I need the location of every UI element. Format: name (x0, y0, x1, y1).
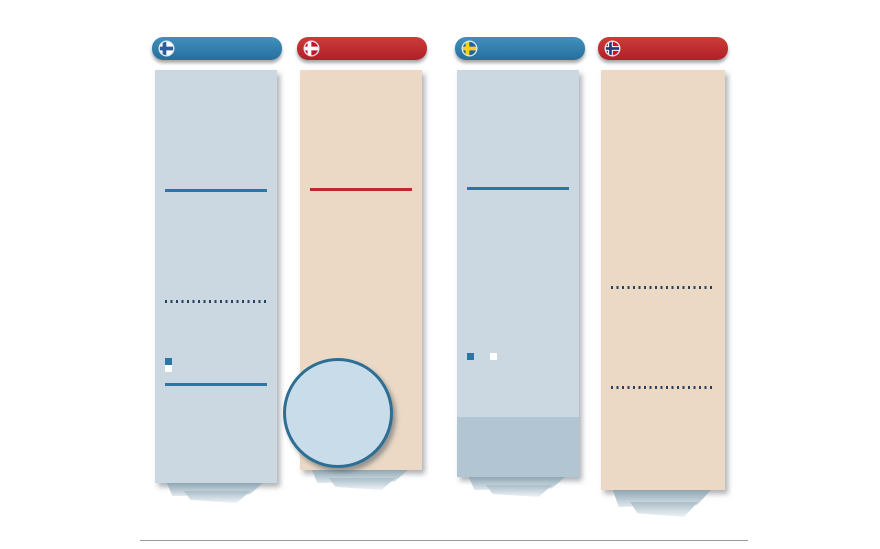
divider (467, 187, 569, 190)
growth-forecast-stat (457, 417, 579, 477)
norway-column (601, 70, 725, 490)
norway-stat-25bn (611, 198, 715, 202)
footer-rule (140, 540, 748, 541)
divider (165, 383, 267, 386)
page-curl (305, 470, 417, 496)
denmark-productivity-chart (310, 203, 414, 317)
finland-flag-icon (158, 40, 175, 57)
wages-legend-swatch (165, 358, 172, 365)
country-tab-norway (598, 37, 728, 60)
sweden-column (457, 70, 579, 477)
europe-map-norway (601, 100, 725, 276)
country-tab-sweden (455, 37, 585, 60)
sweden-gdp-legend (467, 353, 569, 360)
wages-productivity-chart (165, 401, 269, 479)
sweden-legend-swatch (467, 353, 474, 360)
finland-column (155, 70, 277, 483)
page-curl (462, 477, 574, 503)
dotted-separator (611, 386, 715, 389)
dotted-separator (611, 286, 715, 289)
divider (310, 188, 412, 191)
sweden-flag-icon (461, 40, 478, 57)
dotted-separator (165, 300, 267, 303)
denmark-flag-icon (303, 40, 320, 57)
labour-cost-circle-note (283, 358, 393, 468)
country-tab-denmark (297, 37, 427, 60)
legend-entry (165, 365, 267, 372)
productivity-legend-swatch (165, 365, 172, 372)
wages-productivity-legend (165, 358, 267, 372)
eurozone-legend-swatch (490, 353, 497, 360)
country-tab-finland (152, 37, 282, 60)
europe-map-finland (155, 100, 277, 276)
norway-stat-750m (611, 300, 715, 304)
page-curl (606, 490, 720, 524)
page-curl (160, 483, 272, 509)
divider (165, 189, 267, 192)
legend-entry (165, 358, 267, 365)
norway-stat-550m (611, 400, 715, 404)
norway-flag-icon (604, 40, 621, 57)
sweden-gdp-chart (467, 205, 571, 345)
